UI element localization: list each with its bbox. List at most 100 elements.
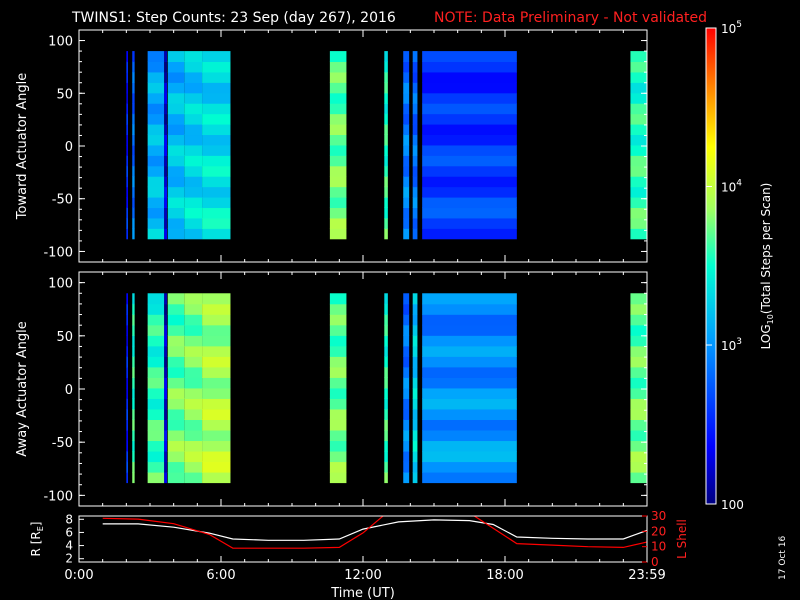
y-tick-label: 2 — [65, 552, 73, 566]
heatmap-cell — [422, 314, 517, 326]
heatmap-cell — [202, 366, 231, 378]
heatmap-cell — [147, 293, 165, 305]
heatmap-cell — [412, 293, 418, 305]
heatmap-cell — [164, 451, 168, 463]
heatmap-cell — [630, 61, 647, 73]
y-tick-label-right: 30 — [651, 509, 666, 523]
heatmap-cell — [147, 197, 165, 209]
heatmap-cell — [329, 113, 347, 125]
heatmap-cell — [126, 197, 128, 209]
heatmap-cell — [422, 71, 517, 83]
heatmap-cell — [384, 335, 388, 347]
heatmap-cell — [132, 228, 135, 240]
heatmap-cell — [126, 387, 128, 399]
heatmap-cell — [132, 303, 135, 315]
heatmap-cell — [132, 186, 135, 198]
data-block — [630, 293, 647, 484]
heatmap-cell — [630, 103, 647, 115]
heatmap-cell — [329, 103, 347, 115]
heatmap-cell — [384, 408, 388, 420]
y-tick-label: -100 — [43, 245, 73, 260]
heatmap-cell — [422, 82, 517, 94]
heatmap-cell — [184, 71, 203, 83]
heatmap-cell — [132, 324, 135, 336]
heatmap-cell — [384, 165, 388, 177]
heatmap-cell — [164, 61, 168, 73]
heatmap-cell — [184, 387, 203, 399]
data-block — [412, 51, 418, 240]
heatmap-cell — [422, 293, 517, 305]
heatmap-cell — [126, 398, 128, 410]
heatmap-cell — [132, 451, 135, 463]
heatmap-cell — [422, 228, 517, 240]
heatmap-cell — [384, 207, 388, 219]
heatmap-cell — [403, 419, 410, 431]
heatmap-cell — [126, 124, 128, 136]
heatmap-cell — [126, 293, 128, 305]
heatmap-cell — [384, 103, 388, 115]
heatmap-cell — [132, 387, 135, 399]
heatmap-cell — [184, 176, 203, 188]
heatmap-cell — [184, 366, 203, 378]
heatmap-cell — [147, 472, 165, 484]
data-block — [184, 51, 203, 240]
heatmap-cell — [403, 165, 410, 177]
heatmap-cell — [132, 293, 135, 305]
heatmap-cell — [202, 303, 231, 315]
heatmap-cell — [164, 419, 168, 431]
heatmap-cell — [132, 82, 135, 94]
heatmap-cell — [422, 366, 517, 378]
preliminary-note: NOTE: Data Preliminary - Not validated — [434, 10, 707, 26]
heatmap-cell — [630, 176, 647, 188]
heatmap-cell — [164, 228, 168, 240]
heatmap-cell — [164, 408, 168, 420]
heatmap-cell — [412, 377, 418, 389]
heatmap-cell — [412, 398, 418, 410]
heatmap-cell — [126, 186, 128, 198]
heatmap-cell — [167, 124, 185, 136]
heatmap-cell — [422, 345, 517, 357]
heatmap-cell — [412, 51, 418, 63]
data-block — [167, 51, 185, 240]
chart-title: TWINS1: Step Counts: 23 Sep (day 267), 2… — [71, 10, 396, 26]
heatmap-cell — [329, 398, 347, 410]
heatmap-cell — [147, 165, 165, 177]
x-tick-label: 0:00 — [64, 568, 93, 583]
heatmap-cell — [329, 408, 347, 420]
data-block — [412, 293, 418, 484]
heatmap-cell — [167, 472, 185, 484]
y-tick-label-right: 0 — [651, 555, 659, 569]
heatmap-cell — [403, 387, 410, 399]
heatmap-cell — [630, 124, 647, 136]
heatmap-cell — [630, 451, 647, 463]
heatmap-cell — [630, 82, 647, 94]
heatmap-cell — [384, 71, 388, 83]
heatmap-cell — [147, 356, 165, 368]
heatmap-cell — [329, 186, 347, 198]
heatmap-cell — [167, 293, 185, 305]
heatmap-cell — [403, 451, 410, 463]
heatmap-cell — [167, 186, 185, 198]
heatmap-cell — [403, 71, 410, 83]
colorbar-tick-base: 10 — [721, 22, 736, 36]
heatmap-cell — [412, 356, 418, 368]
heatmap-cell — [126, 335, 128, 347]
heatmap-cell — [202, 293, 231, 305]
heatmap-cell — [329, 430, 347, 442]
heatmap-cell — [412, 113, 418, 125]
x-tick-label: 18:00 — [486, 568, 523, 583]
heatmap-cell — [147, 51, 165, 63]
heatmap-cell — [422, 419, 517, 431]
heatmap-cell — [132, 398, 135, 410]
heatmap-cell — [184, 461, 203, 473]
heatmap-cell — [147, 134, 165, 146]
heatmap-cell — [126, 176, 128, 188]
heatmap-cell — [329, 303, 347, 315]
data-block — [147, 51, 165, 240]
heatmap-cell — [147, 217, 165, 229]
heatmap-cell — [164, 186, 168, 198]
heatmap-cell — [384, 461, 388, 473]
heatmap-cell — [164, 197, 168, 209]
heatmap-cell — [403, 197, 410, 209]
heatmap-cell — [384, 377, 388, 389]
